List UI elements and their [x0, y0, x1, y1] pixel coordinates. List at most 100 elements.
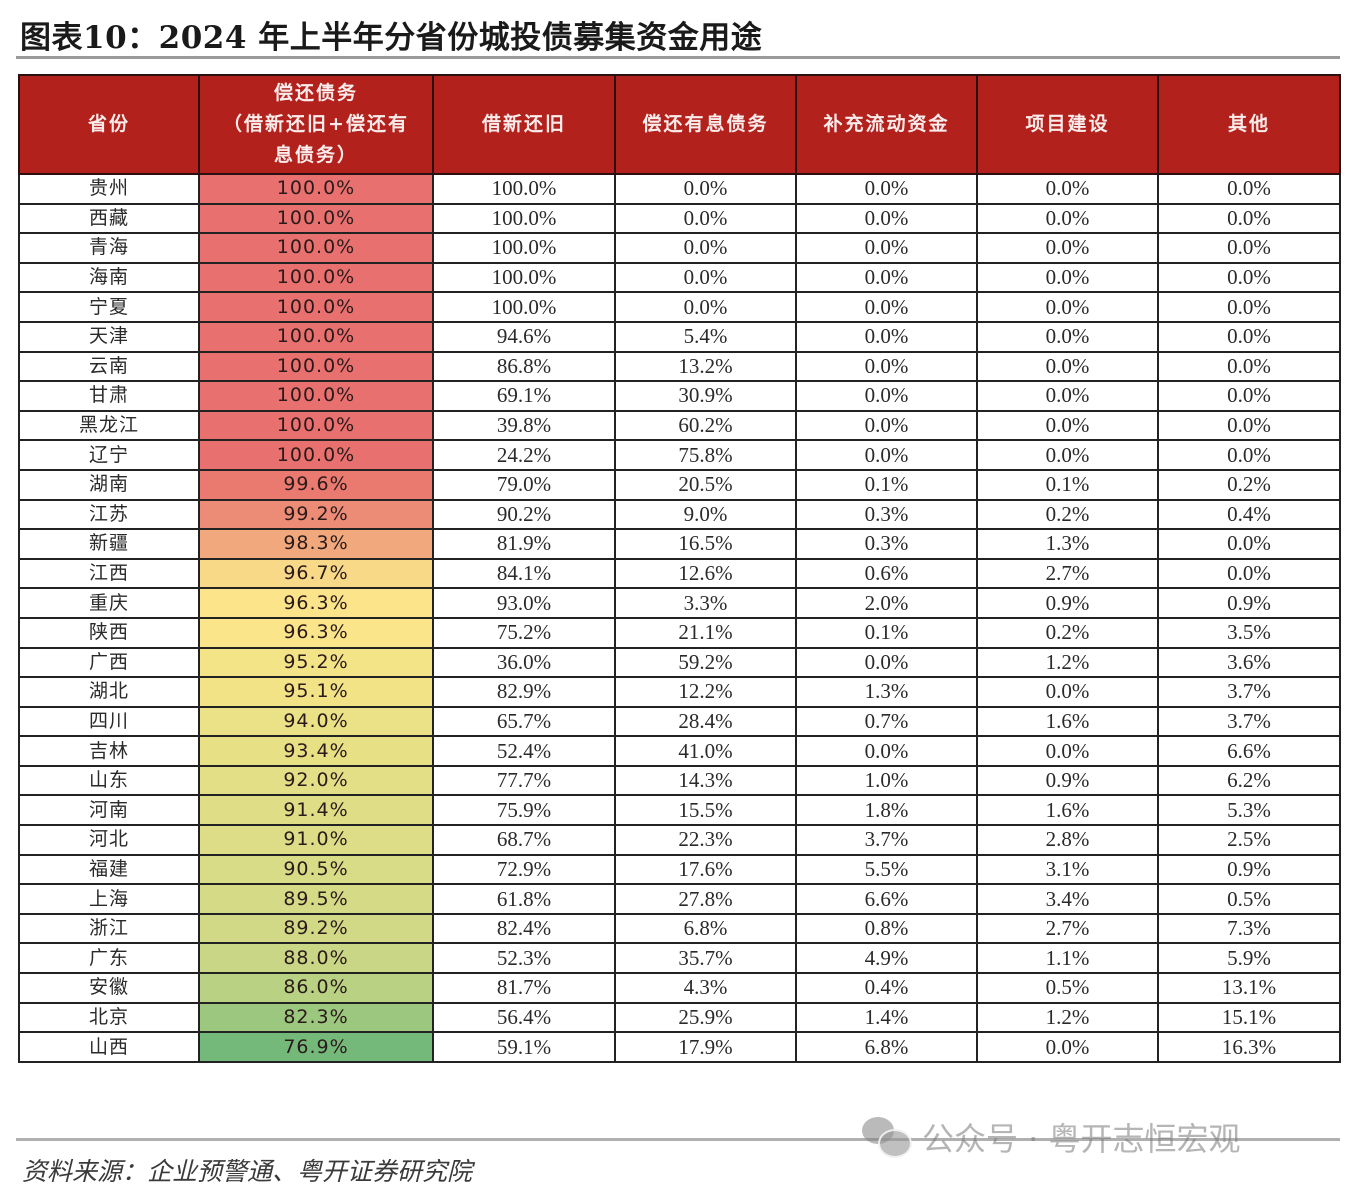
refinance-cell: 94.6% — [432, 320, 616, 353]
refinance-cell: 100.0% — [432, 261, 616, 294]
project-construction-cell: 0.0% — [976, 261, 1159, 294]
table-row: 海南 100.0% 100.0% 0.0% 0.0% 0.0% 0.0% — [18, 261, 1341, 294]
other-cell: 0.0% — [1157, 173, 1341, 205]
table-row: 辽宁 100.0% 24.2% 75.8% 0.0% 0.0% 0.0% — [18, 439, 1341, 471]
table-row: 江苏 99.2% 90.2% 9.0% 0.3% 0.2% 0.4% — [18, 498, 1341, 531]
project-construction-cell: 0.0% — [976, 173, 1159, 205]
repay-interest-debt-cell: 17.6% — [614, 853, 797, 886]
other-cell: 3.5% — [1157, 616, 1341, 649]
refinance-cell: 61.8% — [432, 883, 616, 915]
other-cell: 0.5% — [1157, 883, 1341, 915]
other-cell: 0.0% — [1157, 557, 1341, 590]
project-construction-cell: 0.0% — [976, 320, 1159, 353]
province-cell: 吉林 — [18, 735, 200, 767]
other-cell: 3.7% — [1157, 705, 1341, 738]
other-cell: 0.0% — [1157, 291, 1341, 323]
province-cell: 宁夏 — [18, 291, 200, 323]
table-row: 贵州 100.0% 100.0% 0.0% 0.0% 0.0% 0.0% — [18, 173, 1341, 205]
repay-total-cell: 89.2% — [198, 912, 434, 945]
repay-total-cell: 100.0% — [198, 380, 434, 412]
repay-interest-debt-cell: 25.9% — [614, 1001, 797, 1034]
table-row: 西藏 100.0% 100.0% 0.0% 0.0% 0.0% 0.0% — [18, 202, 1341, 235]
project-construction-cell: 1.1% — [976, 942, 1159, 975]
project-construction-cell: 3.4% — [976, 883, 1159, 915]
working-capital-cell: 0.0% — [795, 439, 978, 471]
province-cell: 上海 — [18, 883, 200, 915]
repay-interest-debt-cell: 14.3% — [614, 764, 797, 797]
repay-total-cell: 100.0% — [198, 320, 434, 353]
refinance-cell: 56.4% — [432, 1001, 616, 1034]
refinance-cell: 75.2% — [432, 616, 616, 649]
table-row: 河南 91.4% 75.9% 15.5% 1.8% 1.6% 5.3% — [18, 794, 1341, 827]
province-cell: 云南 — [18, 350, 200, 383]
header-other: 其他 — [1157, 74, 1341, 175]
project-construction-cell: 1.2% — [976, 1001, 1159, 1034]
repay-interest-debt-cell: 0.0% — [614, 232, 797, 264]
project-construction-cell: 2.7% — [976, 557, 1159, 590]
province-cell: 安徽 — [18, 972, 200, 1004]
repay-total-cell: 92.0% — [198, 764, 434, 797]
table-row: 福建 90.5% 72.9% 17.6% 5.5% 3.1% 0.9% — [18, 853, 1341, 886]
working-capital-cell: 0.0% — [795, 646, 978, 679]
refinance-cell: 39.8% — [432, 409, 616, 442]
project-construction-cell: 0.0% — [976, 1031, 1159, 1063]
working-capital-cell: 0.6% — [795, 557, 978, 590]
repay-interest-debt-cell: 21.1% — [614, 616, 797, 649]
repay-total-cell: 86.0% — [198, 972, 434, 1004]
project-construction-cell: 2.8% — [976, 824, 1159, 856]
working-capital-cell: 0.0% — [795, 735, 978, 767]
table-row: 安徽 86.0% 81.7% 4.3% 0.4% 0.5% 13.1% — [18, 972, 1341, 1004]
repay-interest-debt-cell: 12.6% — [614, 557, 797, 590]
table-row: 广东 88.0% 52.3% 35.7% 4.9% 1.1% 5.9% — [18, 942, 1341, 975]
province-cell: 湖北 — [18, 676, 200, 708]
refinance-cell: 100.0% — [432, 202, 616, 235]
source-note: 资料来源：企业预警通、粤开证券研究院 — [22, 1157, 473, 1186]
working-capital-cell: 1.3% — [795, 676, 978, 708]
refinance-cell: 90.2% — [432, 498, 616, 531]
other-cell: 0.9% — [1157, 853, 1341, 886]
table-row: 云南 100.0% 86.8% 13.2% 0.0% 0.0% 0.0% — [18, 350, 1341, 383]
project-construction-cell: 0.0% — [976, 380, 1159, 412]
table-row: 浙江 89.2% 82.4% 6.8% 0.8% 2.7% 7.3% — [18, 912, 1341, 945]
project-construction-cell: 0.2% — [976, 616, 1159, 649]
repay-total-cell: 82.3% — [198, 1001, 434, 1034]
working-capital-cell: 0.0% — [795, 320, 978, 353]
other-cell: 0.2% — [1157, 468, 1341, 501]
repay-interest-debt-cell: 35.7% — [614, 942, 797, 975]
repay-total-cell: 100.0% — [198, 202, 434, 235]
province-cell: 河北 — [18, 824, 200, 856]
other-cell: 0.9% — [1157, 587, 1341, 619]
repay-total-cell: 94.0% — [198, 705, 434, 738]
table-row: 湖北 95.1% 82.9% 12.2% 1.3% 0.0% 3.7% — [18, 676, 1341, 708]
header-refinance: 借新还旧 — [432, 74, 616, 175]
table-row: 吉林 93.4% 52.4% 41.0% 0.0% 0.0% 6.6% — [18, 735, 1341, 767]
working-capital-cell: 0.3% — [795, 498, 978, 531]
other-cell: 0.0% — [1157, 232, 1341, 264]
refinance-cell: 52.3% — [432, 942, 616, 975]
repay-interest-debt-cell: 75.8% — [614, 439, 797, 471]
table-row: 北京 82.3% 56.4% 25.9% 1.4% 1.2% 15.1% — [18, 1001, 1341, 1034]
province-cell: 河南 — [18, 794, 200, 827]
working-capital-cell: 0.0% — [795, 380, 978, 412]
repay-total-cell: 100.0% — [198, 173, 434, 205]
working-capital-cell: 3.7% — [795, 824, 978, 856]
refinance-cell: 100.0% — [432, 173, 616, 205]
refinance-cell: 59.1% — [432, 1031, 616, 1063]
province-cell: 青海 — [18, 232, 200, 264]
table-row: 甘肃 100.0% 69.1% 30.9% 0.0% 0.0% 0.0% — [18, 380, 1341, 412]
repay-interest-debt-cell: 3.3% — [614, 587, 797, 619]
refinance-cell: 72.9% — [432, 853, 616, 886]
repay-interest-debt-cell: 59.2% — [614, 646, 797, 679]
header-repay-total-line2: （借新还旧+偿还有 — [223, 113, 409, 135]
repay-interest-debt-cell: 17.9% — [614, 1031, 797, 1063]
table-row: 黑龙江 100.0% 39.8% 60.2% 0.0% 0.0% 0.0% — [18, 409, 1341, 442]
working-capital-cell: 1.8% — [795, 794, 978, 827]
table-row: 四川 94.0% 65.7% 28.4% 0.7% 1.6% 3.7% — [18, 705, 1341, 738]
working-capital-cell: 4.9% — [795, 942, 978, 975]
repay-interest-debt-cell: 30.9% — [614, 380, 797, 412]
working-capital-cell: 0.8% — [795, 912, 978, 945]
other-cell: 0.0% — [1157, 261, 1341, 294]
refinance-cell: 75.9% — [432, 794, 616, 827]
refinance-cell: 52.4% — [432, 735, 616, 767]
repay-total-cell: 96.3% — [198, 587, 434, 619]
